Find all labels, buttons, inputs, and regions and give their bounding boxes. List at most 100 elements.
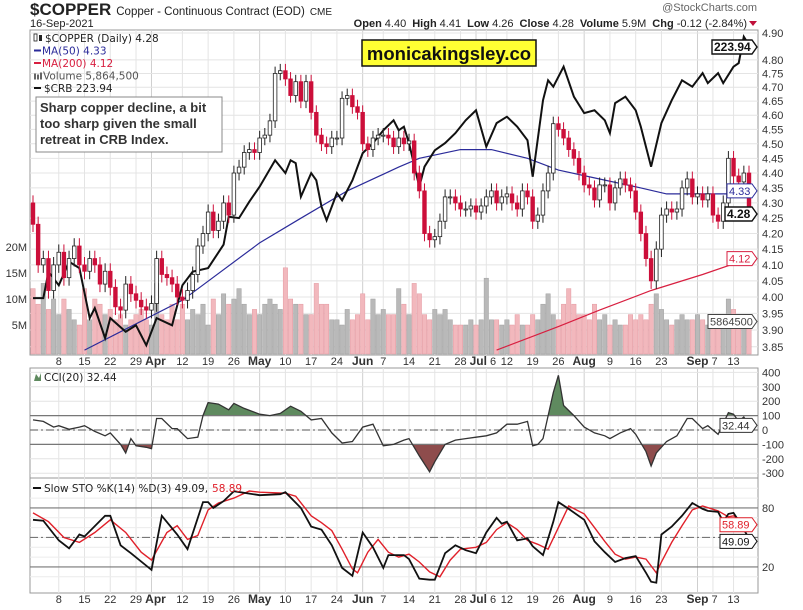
x-tick-label: 15	[78, 356, 90, 368]
x-tick-label: Jun	[352, 592, 373, 606]
volume-bar	[365, 319, 371, 355]
volume-bar	[282, 267, 288, 355]
candle-body	[442, 196, 448, 222]
candle-body	[236, 166, 242, 174]
candle-body	[133, 293, 139, 301]
candle-body	[262, 134, 267, 139]
candlestick-icon	[33, 33, 42, 42]
x-tick-label: Sep	[686, 592, 708, 606]
x-tick-label: 10	[279, 356, 291, 368]
high-value: 4.41	[440, 18, 461, 30]
volume-bar	[622, 324, 628, 355]
volume-bar	[51, 298, 57, 355]
candle-body	[478, 205, 484, 213]
volume-bar	[215, 314, 221, 355]
candle-body	[97, 264, 103, 285]
volume-bar	[720, 324, 726, 355]
candle-body	[350, 95, 355, 108]
x-tick-label: 6	[490, 356, 496, 368]
volume-bar	[442, 309, 448, 355]
candle-body	[293, 81, 298, 96]
candle-body	[149, 303, 154, 311]
candle-body	[334, 137, 340, 140]
price-tick-label: 3.90	[762, 325, 783, 337]
volume-bar	[92, 298, 98, 355]
candle-body	[618, 178, 623, 189]
volume-bar	[633, 319, 639, 355]
volume-bar	[664, 319, 670, 355]
candle-body	[308, 81, 314, 113]
volume-bar	[35, 303, 41, 355]
legend-volume: Volume 5,864,500	[43, 71, 139, 83]
ma200-value-tag-shape	[726, 251, 758, 267]
candle-body	[643, 233, 649, 259]
x-tick-label: 7	[712, 594, 718, 606]
volume-bar	[561, 303, 567, 355]
candle-body	[138, 299, 144, 308]
price-tick-label: 4.05	[762, 276, 783, 288]
volume-bar	[617, 324, 623, 355]
volume-bar	[550, 314, 556, 355]
crb-value-tag: 223.94	[711, 39, 758, 55]
volume-bar	[406, 314, 412, 355]
cci-tick-label: 200	[762, 396, 780, 408]
sto-legend: Slow STO %K(14) %D(3) 49.09, 58.89	[33, 483, 242, 495]
candle-body	[278, 70, 283, 74]
volume-bar	[458, 324, 463, 355]
volume-bar	[56, 314, 62, 355]
volume-bar	[112, 319, 118, 355]
volume-bar	[76, 324, 82, 355]
volume-bar	[530, 314, 536, 355]
candle-body	[190, 274, 195, 291]
volume-bar	[241, 303, 247, 355]
volume-bar	[164, 319, 170, 355]
candle-body	[463, 208, 468, 211]
price-tick-label: 4.15	[762, 244, 783, 256]
cci-tick-label: 0	[762, 425, 768, 437]
x-tick-label: 8	[56, 594, 62, 606]
price-tick-label: 4.00	[762, 292, 783, 304]
volume-bar	[695, 314, 700, 355]
candle-body	[396, 137, 401, 148]
volume-bar	[308, 314, 314, 355]
volume-bar	[344, 309, 350, 355]
price-tick-label: 4.25	[762, 213, 783, 225]
volume-bar	[360, 293, 366, 355]
volume-bar	[684, 319, 690, 355]
candle-body	[169, 277, 175, 285]
candle-body	[448, 196, 453, 199]
x-tick-label: 28	[454, 356, 466, 368]
x-tick-label: 19	[527, 594, 539, 606]
low-value: 4.26	[492, 18, 513, 30]
price-tick-label: 4.55	[762, 124, 783, 136]
candle-body	[401, 137, 407, 145]
volume-bar	[236, 288, 242, 355]
sto-k-value-tag-text: 49.09	[722, 536, 750, 548]
price-tick-label: 4.30	[762, 198, 783, 210]
x-tick-label: 9	[607, 356, 613, 368]
volume-bar	[555, 319, 561, 355]
volume-bar	[494, 319, 500, 355]
volume-bar	[179, 303, 185, 355]
price-tick-label: 4.75	[762, 68, 783, 80]
cci-tick-label: 400	[762, 367, 780, 379]
ma50-line	[84, 149, 749, 351]
candle-body	[381, 134, 386, 137]
candle-body	[314, 111, 319, 136]
x-tick-label: 14	[403, 356, 415, 368]
candle-body	[360, 111, 365, 145]
volume-bar	[504, 319, 510, 355]
candle-body	[731, 157, 736, 177]
close-label: Close	[520, 18, 550, 30]
candle-body	[365, 143, 371, 150]
candle-body	[339, 97, 345, 139]
volume-bar	[71, 319, 77, 355]
x-tick-label: Sep	[686, 354, 708, 368]
cci-value-tag: 32.44	[719, 417, 758, 433]
candle-body	[417, 172, 422, 192]
x-tick-label: 16	[630, 356, 642, 368]
candle-body	[175, 283, 180, 298]
volume-bar	[267, 298, 273, 355]
candle-body	[252, 149, 257, 153]
x-tick-label: 7	[380, 594, 386, 606]
